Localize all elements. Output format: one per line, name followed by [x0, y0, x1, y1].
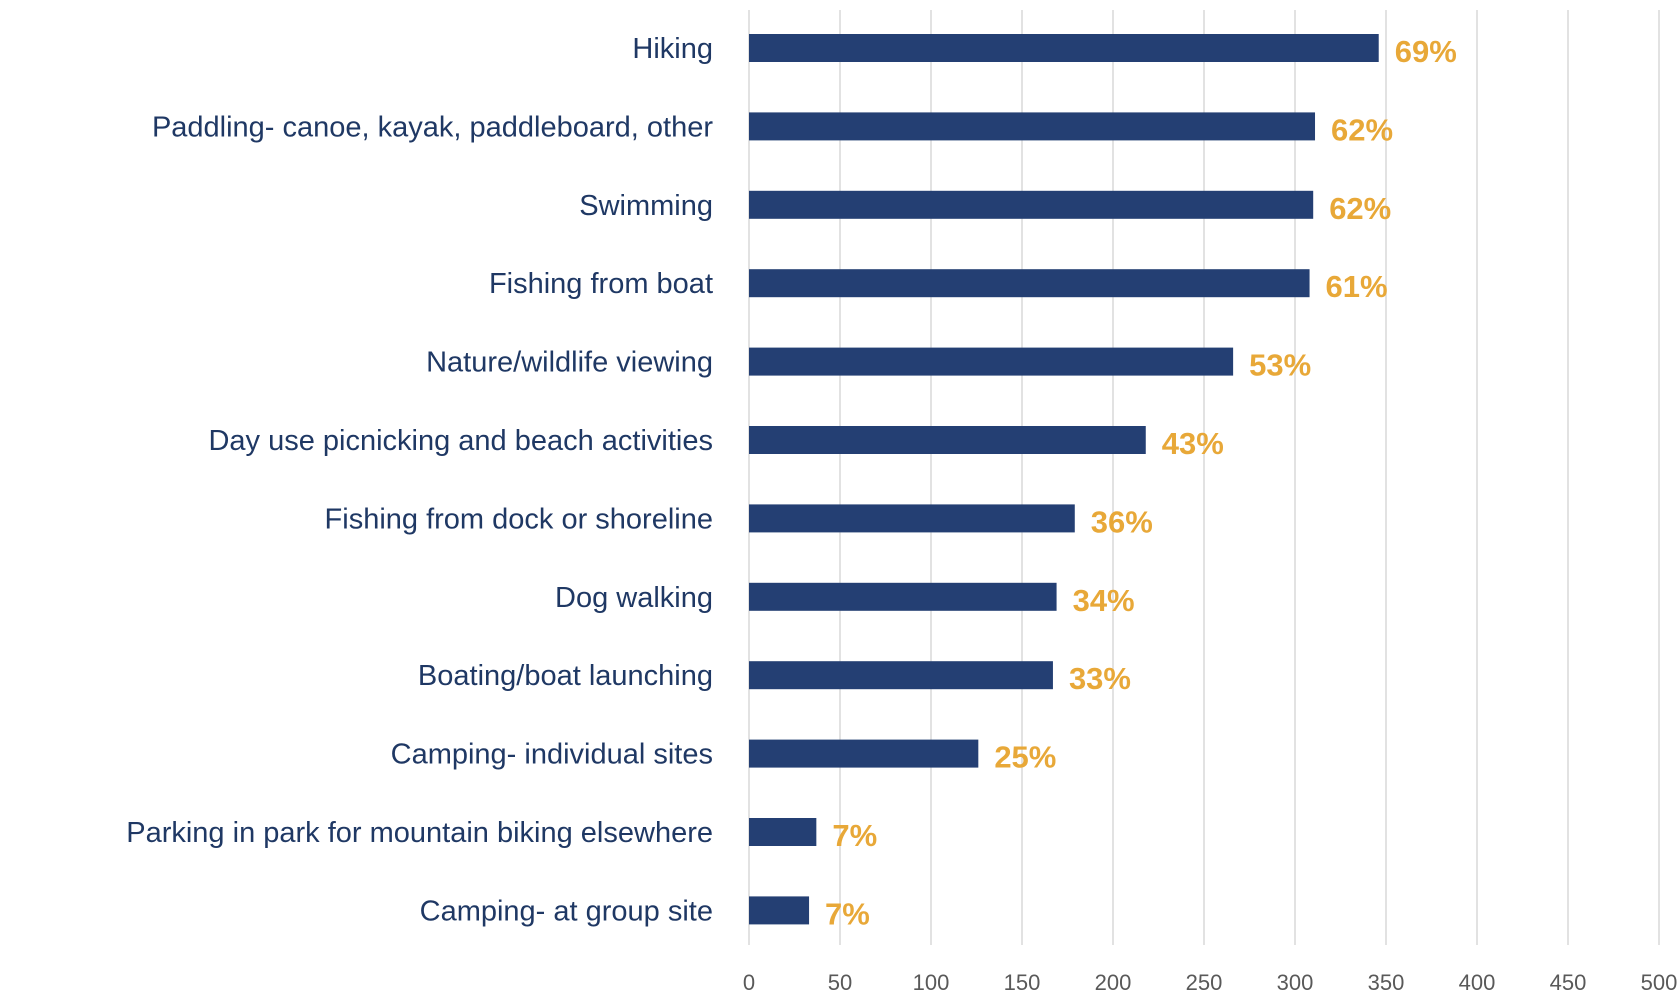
data-label: 69%	[1395, 34, 1457, 69]
data-label: 36%	[1091, 504, 1153, 539]
data-label: 43%	[1162, 426, 1224, 461]
data-label: 7%	[832, 818, 877, 853]
data-label: 61%	[1326, 269, 1388, 304]
data-label: 33%	[1069, 661, 1131, 696]
data-label: 7%	[825, 896, 870, 931]
x-tick-label: 400	[1459, 970, 1496, 995]
x-tick-label: 450	[1550, 970, 1587, 995]
x-tick-label: 150	[1004, 970, 1041, 995]
bar	[749, 739, 979, 768]
bar	[749, 582, 1057, 611]
gridlines	[748, 10, 1660, 945]
x-tick-label: 300	[1277, 970, 1314, 995]
category-label: Dog walking	[555, 582, 713, 614]
data-labels: 69% 62% 62% 61% 53% 43% 36% 34% 33% 25% 7% 7%	[825, 34, 1457, 931]
x-tick-label: 350	[1368, 970, 1405, 995]
bar	[749, 269, 1310, 298]
category-label: Camping- at group site	[420, 895, 713, 927]
data-label: 25%	[994, 740, 1056, 775]
data-label: 53%	[1249, 348, 1311, 383]
category-label: Parking in park for mountain biking else…	[126, 817, 713, 849]
category-label: Fishing from dock or shoreline	[325, 503, 713, 535]
bar	[749, 504, 1075, 533]
x-tick-label: 100	[913, 970, 950, 995]
bars	[749, 34, 1379, 925]
category-label: Nature/wildlife viewing	[426, 347, 713, 379]
x-tick-label: 50	[828, 970, 852, 995]
category-label: Day use picnicking and beach activities	[208, 425, 713, 457]
bar	[749, 661, 1053, 690]
category-label: Boating/boat launching	[418, 660, 713, 692]
data-label: 62%	[1329, 191, 1391, 226]
bar	[749, 112, 1316, 141]
bar	[749, 426, 1146, 454]
category-label: Camping- individual sites	[391, 739, 713, 771]
x-tick-label: 200	[1095, 970, 1132, 995]
data-label: 62%	[1331, 112, 1393, 147]
bar	[749, 818, 817, 846]
bar	[749, 896, 810, 925]
bar	[749, 34, 1379, 62]
x-tick-label: 250	[1186, 970, 1223, 995]
bar	[749, 347, 1234, 376]
category-label: Paddling- canoe, kayak, paddleboard, oth…	[152, 111, 713, 143]
x-tick-label: 0	[743, 970, 755, 995]
category-label: Swimming	[579, 190, 713, 222]
bar	[749, 190, 1314, 219]
category-label: Fishing from boat	[489, 268, 713, 300]
x-tick-label: 500	[1641, 970, 1678, 995]
category-label: Hiking	[632, 33, 713, 65]
data-label: 34%	[1073, 583, 1135, 618]
category-labels: Hiking Paddling- canoe, kayak, paddleboar…	[126, 33, 713, 927]
x-axis-tick-labels: 0 50 100 150 200 250 300 350 400 450 500	[743, 970, 1677, 995]
